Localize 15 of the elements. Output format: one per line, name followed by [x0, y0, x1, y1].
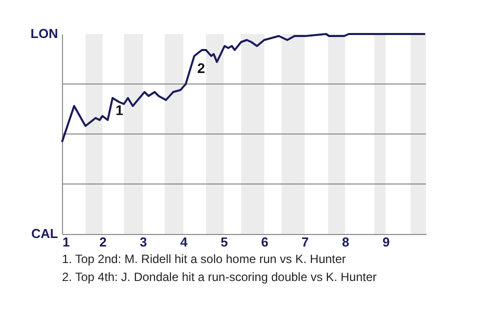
x-tick-label: 6 [261, 234, 268, 250]
text: 2. Top 4th: J. Dondale hit a run-scoring double vs K. Hunter [62, 270, 377, 284]
x-tick-label: 5 [220, 234, 228, 250]
text: LON [30, 26, 58, 41]
x-tick-label: 2 [99, 234, 107, 250]
x-tick-label: 9 [382, 234, 390, 250]
x-tick-label: 7 [302, 234, 309, 250]
x-tick-label: 3 [140, 234, 148, 250]
x-tick-label: 8 [342, 234, 350, 250]
x-tick-label: 4 [180, 234, 188, 250]
x-tick-label: 1 [62, 234, 70, 250]
text: CAL [31, 226, 58, 241]
annotation: 2 [197, 60, 206, 76]
annotation: 1 [116, 102, 124, 118]
text: 1. Top 2nd: M. Ridell hit a solo home run vs K. Hunter [62, 252, 346, 266]
